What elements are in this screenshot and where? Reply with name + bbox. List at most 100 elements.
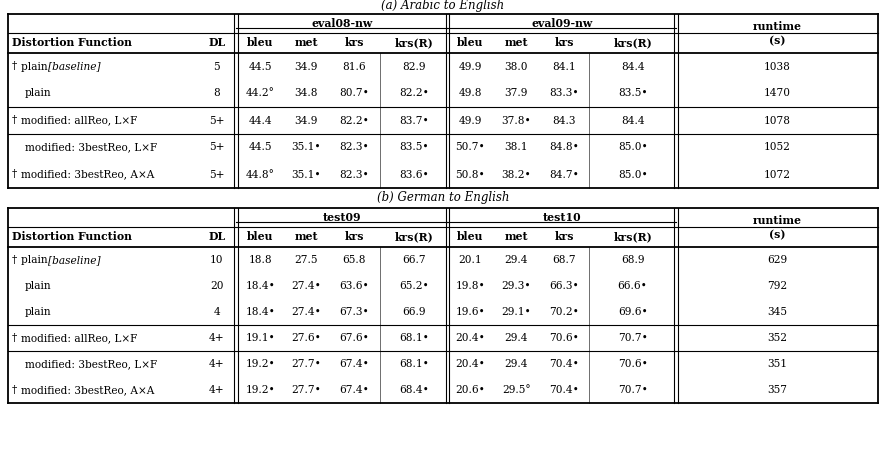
Text: 84.3: 84.3	[552, 115, 576, 125]
Text: 29.4: 29.4	[504, 333, 528, 343]
Text: 68.4•: 68.4•	[399, 385, 429, 395]
Text: 27.6•: 27.6•	[291, 333, 322, 343]
Text: [baseline]: [baseline]	[49, 255, 101, 265]
Text: 27.4•: 27.4•	[291, 307, 322, 317]
Text: 65.8: 65.8	[343, 255, 366, 265]
Text: plain: plain	[21, 61, 51, 71]
Text: 29.4: 29.4	[504, 255, 528, 265]
Text: 345: 345	[767, 307, 787, 317]
Text: 18.4•: 18.4•	[245, 307, 276, 317]
Text: 80.7•: 80.7•	[339, 89, 369, 99]
Text: 83.7•: 83.7•	[399, 115, 429, 125]
Text: krs: krs	[554, 232, 573, 242]
Text: test10: test10	[542, 212, 581, 223]
Text: krs: krs	[345, 232, 364, 242]
Text: modified: allReo, L×F: modified: allReo, L×F	[21, 333, 137, 343]
Text: †: †	[12, 115, 17, 125]
Text: 629: 629	[767, 255, 787, 265]
Text: plain: plain	[25, 307, 51, 317]
Text: 20.1: 20.1	[459, 255, 482, 265]
Text: 82.3•: 82.3•	[339, 169, 369, 179]
Text: 44.5: 44.5	[249, 61, 272, 71]
Text: bleu: bleu	[247, 38, 274, 49]
Text: 38.2•: 38.2•	[501, 169, 531, 179]
Text: 352: 352	[767, 333, 787, 343]
Text: 20: 20	[210, 281, 223, 291]
Text: modified: 3bestReo, A×A: modified: 3bestReo, A×A	[21, 385, 154, 395]
Text: 68.1•: 68.1•	[399, 333, 429, 343]
Text: 83.3•: 83.3•	[549, 89, 579, 99]
Text: 357: 357	[767, 385, 787, 395]
Text: 5+: 5+	[209, 169, 224, 179]
Text: met: met	[504, 232, 528, 242]
Text: †: †	[12, 385, 17, 395]
Text: 1038: 1038	[764, 61, 790, 71]
Text: 68.9: 68.9	[621, 255, 644, 265]
Text: 84.4: 84.4	[621, 61, 644, 71]
Text: 1052: 1052	[764, 143, 790, 153]
Text: 67.4•: 67.4•	[339, 385, 369, 395]
Text: 5+: 5+	[209, 115, 224, 125]
Text: 82.3•: 82.3•	[339, 143, 369, 153]
Text: eval08-nw: eval08-nw	[311, 18, 372, 29]
Text: 19.6•: 19.6•	[455, 307, 486, 317]
Text: krs(R): krs(R)	[394, 38, 433, 49]
Text: 67.3•: 67.3•	[339, 307, 369, 317]
Text: 44.8°: 44.8°	[245, 169, 275, 179]
Text: modified: 3bestReo, L×F: modified: 3bestReo, L×F	[25, 359, 157, 369]
Text: 82.2•: 82.2•	[399, 89, 429, 99]
Text: 20.4•: 20.4•	[455, 359, 486, 369]
Text: bleu: bleu	[457, 38, 484, 49]
Text: met: met	[504, 38, 528, 49]
Text: 20.6•: 20.6•	[455, 385, 486, 395]
Text: 44.2°: 44.2°	[245, 89, 275, 99]
Text: 67.6•: 67.6•	[339, 333, 369, 343]
Text: test09: test09	[323, 212, 361, 223]
Text: 35.1•: 35.1•	[291, 169, 322, 179]
Text: 50.8•: 50.8•	[455, 169, 486, 179]
Text: modified: 3bestReo, A×A: modified: 3bestReo, A×A	[21, 169, 154, 179]
Text: 19.1•: 19.1•	[245, 333, 276, 343]
Text: krs(R): krs(R)	[394, 232, 433, 242]
Text: krs(R): krs(R)	[613, 232, 652, 242]
Text: 66.9: 66.9	[402, 307, 425, 317]
Text: plain: plain	[25, 281, 51, 291]
Text: 34.9: 34.9	[295, 115, 318, 125]
Text: bleu: bleu	[457, 232, 484, 242]
Text: 35.1•: 35.1•	[291, 143, 322, 153]
Text: 66.7: 66.7	[402, 255, 425, 265]
Text: 70.7•: 70.7•	[618, 333, 648, 343]
Text: 83.5•: 83.5•	[399, 143, 429, 153]
Text: 69.6•: 69.6•	[618, 307, 648, 317]
Text: 70.6•: 70.6•	[618, 359, 648, 369]
Text: plain: plain	[21, 255, 51, 265]
Text: 34.9: 34.9	[295, 61, 318, 71]
Text: 44.5: 44.5	[249, 143, 272, 153]
Text: 792: 792	[767, 281, 787, 291]
Text: 10: 10	[210, 255, 223, 265]
Text: 38.1: 38.1	[504, 143, 528, 153]
Text: 4+: 4+	[209, 359, 225, 369]
Text: 44.4: 44.4	[248, 115, 272, 125]
Text: †: †	[12, 255, 17, 265]
Text: †: †	[12, 333, 17, 343]
Text: DL: DL	[208, 232, 225, 242]
Text: 50.7•: 50.7•	[455, 143, 486, 153]
Text: 67.4•: 67.4•	[339, 359, 369, 369]
Text: 4+: 4+	[209, 385, 225, 395]
Text: 29.5°: 29.5°	[501, 385, 531, 395]
Text: 68.7: 68.7	[552, 255, 576, 265]
Text: 66.3•: 66.3•	[549, 281, 579, 291]
Text: 1470: 1470	[764, 89, 790, 99]
Text: 83.5•: 83.5•	[618, 89, 648, 99]
Text: 27.4•: 27.4•	[291, 281, 322, 291]
Text: 84.7•: 84.7•	[549, 169, 579, 179]
Text: bleu: bleu	[247, 232, 274, 242]
Text: 1078: 1078	[764, 115, 790, 125]
Text: modified: allReo, L×F: modified: allReo, L×F	[21, 115, 137, 125]
Text: met: met	[295, 232, 318, 242]
Text: 85.0•: 85.0•	[618, 169, 648, 179]
Text: 27.5: 27.5	[295, 255, 318, 265]
Text: 5: 5	[214, 61, 220, 71]
Text: 49.8: 49.8	[459, 89, 482, 99]
